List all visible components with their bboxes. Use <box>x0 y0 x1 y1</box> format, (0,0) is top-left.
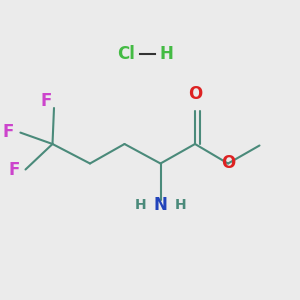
Text: F: F <box>9 161 20 179</box>
Text: N: N <box>154 196 167 214</box>
Text: Cl: Cl <box>117 45 135 63</box>
Text: H: H <box>160 45 173 63</box>
Text: O: O <box>188 85 202 103</box>
Text: H: H <box>175 198 187 212</box>
Text: F: F <box>3 123 14 141</box>
Text: H: H <box>134 198 146 212</box>
Text: F: F <box>41 92 52 110</box>
Text: O: O <box>221 154 235 172</box>
